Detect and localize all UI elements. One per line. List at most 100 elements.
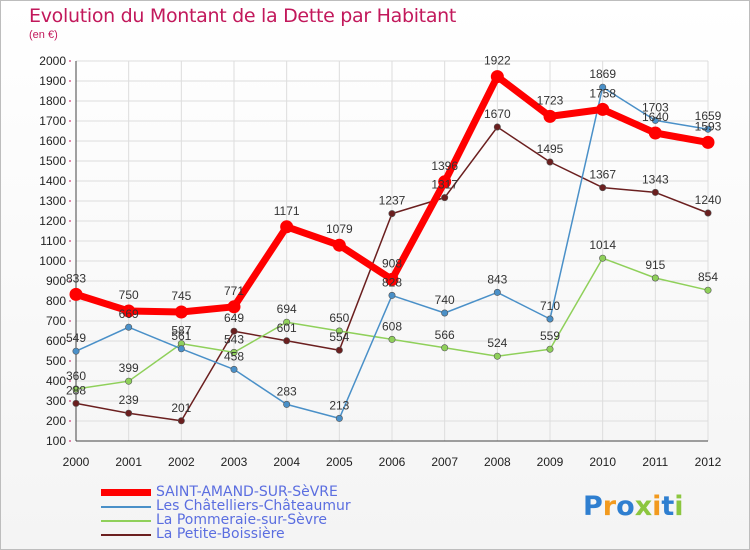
data-point [701, 135, 715, 149]
data-label: 549 [66, 331, 86, 345]
data-point [72, 385, 80, 393]
data-point [177, 345, 185, 353]
data-label: 1171 [274, 204, 300, 218]
data-point [493, 352, 501, 360]
x-tick-label: 2002 [168, 455, 195, 469]
y-tick-label: 500 [46, 354, 66, 368]
series-lines [69, 70, 715, 425]
data-point [177, 417, 185, 425]
data-label: 524 [487, 336, 507, 350]
data-label: 587 [171, 324, 191, 338]
legend-label: La Pommeraie-sur-Sèvre [156, 512, 328, 528]
logo-letter: r [602, 491, 617, 522]
data-label: 1240 [695, 193, 722, 207]
y-tick-label: 1900 [39, 74, 66, 88]
data-label: 213 [329, 398, 349, 412]
y-tick-label: 1200 [39, 214, 66, 228]
data-label: 543 [224, 332, 244, 346]
data-label: 559 [540, 329, 560, 343]
data-label: 1723 [537, 93, 564, 107]
data-point [651, 116, 659, 124]
data-point [283, 400, 291, 408]
logo-letter: x [634, 491, 653, 522]
x-tick-label: 2005 [326, 455, 353, 469]
data-point [72, 399, 80, 407]
data-label: 833 [66, 271, 86, 285]
x-tick-label: 2007 [431, 455, 458, 469]
data-point [388, 291, 396, 299]
data-point [280, 220, 294, 234]
data-label: 854 [698, 270, 718, 284]
logo-letter: P [583, 491, 603, 522]
y-tick-label: 700 [46, 314, 66, 328]
x-tick-label: 2006 [379, 455, 406, 469]
data-point [335, 414, 343, 422]
data-point [546, 315, 554, 323]
data-point [599, 83, 607, 91]
data-label: 650 [329, 311, 349, 325]
y-tick-label: 300 [46, 394, 66, 408]
y-tick-label: 1500 [39, 154, 66, 168]
data-point [230, 365, 238, 373]
data-label: 1670 [484, 107, 511, 121]
data-label: 740 [435, 293, 455, 307]
y-tick-label: 1600 [39, 134, 66, 148]
logo-letter: t [661, 491, 675, 522]
data-label: 1237 [379, 194, 406, 208]
data-label: 554 [329, 330, 349, 344]
data-label: 608 [382, 319, 402, 333]
data-label: 399 [119, 361, 139, 375]
data-point [599, 254, 607, 262]
y-tick-label: 1000 [39, 254, 66, 268]
data-point [546, 158, 554, 166]
data-label: 745 [171, 289, 191, 303]
data-label: 1703 [642, 100, 669, 114]
data-point [704, 286, 712, 294]
x-tick-label: 2000 [63, 455, 90, 469]
logo-letter: i [652, 491, 662, 522]
y-tick-label: 1300 [39, 194, 66, 208]
y-tick-label: 1700 [39, 114, 66, 128]
x-tick-label: 2012 [695, 455, 722, 469]
y-tick-label: 1800 [39, 94, 66, 108]
legend-label: SAINT-AMAND-SUR-SèVRE [156, 484, 338, 500]
y-tick-label: 400 [46, 374, 66, 388]
y-tick-label: 1100 [40, 234, 66, 248]
data-label: 561 [171, 329, 191, 343]
data-label: 750 [119, 288, 139, 302]
data-label: 458 [224, 349, 244, 363]
data-point [596, 102, 610, 116]
data-point [704, 125, 712, 133]
y-axis: 100 200 300 400 500 600 700 800 900 1000 1100 1200 1… [39, 54, 77, 448]
y-tick-label: 200 [46, 414, 66, 428]
data-label: 288 [66, 383, 86, 397]
proxiti-logo: Proxiti [583, 491, 684, 522]
data-point [230, 327, 238, 335]
legend-label: La Petite-Boissière [156, 526, 285, 542]
data-label: 1367 [589, 168, 616, 182]
data-label: 710 [540, 299, 560, 313]
x-tick-label: 2010 [589, 455, 616, 469]
data-point [125, 323, 133, 331]
data-label: 669 [119, 307, 139, 321]
data-label: 828 [382, 275, 402, 289]
data-point [441, 194, 449, 202]
data-point [441, 309, 449, 317]
x-tick-label: 2011 [642, 455, 668, 469]
data-label: 239 [119, 393, 139, 407]
data-label: 1758 [589, 86, 616, 100]
data-point [283, 318, 291, 326]
data-label: 566 [435, 328, 455, 342]
legend-swatch [101, 506, 151, 508]
data-labels: 288 239 201 649 601 554 1237 1317 1670 1495 1367 13… [66, 54, 722, 415]
data-point [230, 348, 238, 356]
data-point [335, 327, 343, 335]
data-point [125, 409, 133, 417]
chart-unit: (en €) [29, 29, 58, 41]
x-tick-label: 2008 [484, 455, 511, 469]
y-tick-label: 800 [46, 294, 66, 308]
data-point [704, 209, 712, 217]
data-label: 1593 [695, 119, 722, 133]
data-point [438, 175, 452, 189]
